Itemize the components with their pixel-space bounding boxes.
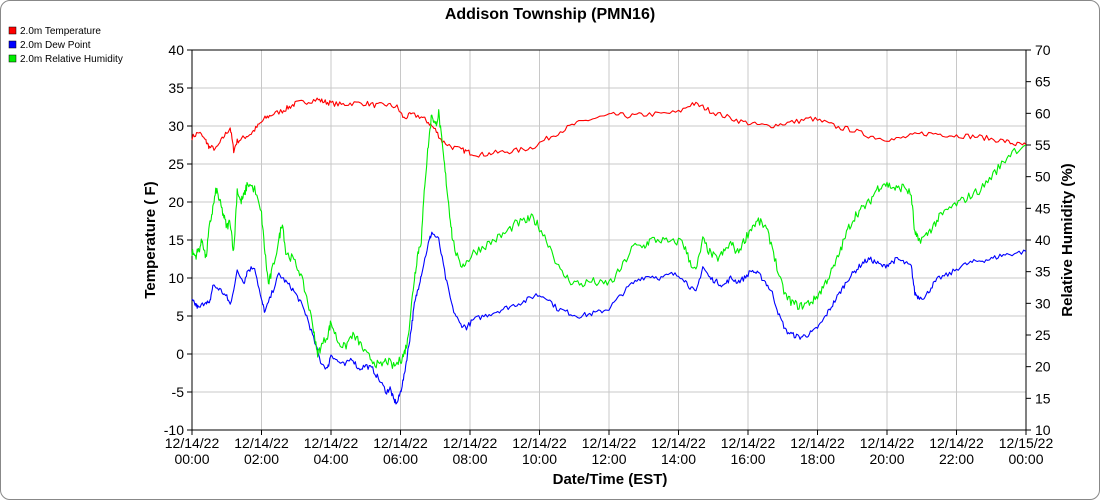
y2-tick-label: 35 bbox=[1035, 264, 1051, 280]
y-tick-label: 15 bbox=[168, 232, 184, 248]
series-line-2 bbox=[191, 109, 1027, 369]
y2-tick-label: 45 bbox=[1035, 200, 1051, 216]
x-tick-date: 12/14/22 bbox=[860, 435, 915, 451]
x-tick-time: 00:00 bbox=[174, 451, 209, 467]
legend-label: 2.0m Relative Humidity bbox=[20, 54, 123, 65]
y2-tick-label: 10 bbox=[1035, 422, 1051, 438]
y-tick-label: 0 bbox=[176, 346, 184, 362]
x-tick-time: 18:00 bbox=[800, 451, 835, 467]
y-tick-label: 5 bbox=[176, 308, 184, 324]
y2-tick-label: 40 bbox=[1035, 232, 1051, 248]
y2-tick-label: 50 bbox=[1035, 169, 1051, 185]
x-tick-time: 06:00 bbox=[383, 451, 418, 467]
x-tick-date: 12/14/22 bbox=[443, 435, 498, 451]
y-tick-label: -10 bbox=[164, 422, 184, 438]
y-tick-label: 25 bbox=[168, 156, 184, 172]
y-axis-label: Temperature ( F) bbox=[142, 181, 159, 298]
grid bbox=[191, 49, 1027, 431]
legend-label: 2.0m Temperature bbox=[20, 26, 101, 37]
x-tick-date: 12/15/22 bbox=[999, 435, 1054, 451]
y2-tick-label: 70 bbox=[1035, 42, 1051, 58]
y2-tick-label: 15 bbox=[1035, 390, 1051, 406]
x-tick-time: 08:00 bbox=[452, 451, 487, 467]
right-axis-ticks: 70 65 60 55 50 45 40 35 30 25 20 15 10 bbox=[1026, 42, 1051, 438]
chart-title: Addison Township (PMN16) bbox=[445, 6, 655, 23]
x-tick-date: 12/14/22 bbox=[651, 435, 706, 451]
x-tick-date: 12/14/22 bbox=[721, 435, 776, 451]
legend-label: 2.0m Dew Point bbox=[20, 40, 91, 51]
series-line-1 bbox=[191, 231, 1027, 405]
y2-tick-label: 55 bbox=[1035, 137, 1051, 153]
x-tick-time: 00:00 bbox=[1008, 451, 1043, 467]
series-line-0 bbox=[191, 97, 1027, 158]
x-tick-time: 20:00 bbox=[869, 451, 904, 467]
legend-swatch bbox=[8, 26, 17, 35]
x-tick-time: 16:00 bbox=[730, 451, 765, 467]
x-tick-time: 14:00 bbox=[661, 451, 696, 467]
y-tick-label: 40 bbox=[168, 42, 184, 58]
left-axis-ticks: 40 35 30 25 20 15 10 5 0 -5 -10 bbox=[164, 42, 192, 438]
y2-tick-label: 30 bbox=[1035, 295, 1051, 311]
y-tick-label: -5 bbox=[172, 384, 185, 400]
x-tick-date: 12/14/22 bbox=[373, 435, 428, 451]
x-tick-date: 12/14/22 bbox=[512, 435, 567, 451]
x-tick-date: 12/14/22 bbox=[234, 435, 289, 451]
x-tick-date: 12/14/22 bbox=[929, 435, 984, 451]
y-tick-label: 30 bbox=[168, 118, 184, 134]
legend: 2.0m Temperature 2.0m Dew Point 2.0m Relat… bbox=[8, 26, 123, 65]
legend-swatch bbox=[8, 54, 17, 63]
series-lines bbox=[191, 97, 1027, 405]
x-tick-time: 22:00 bbox=[939, 451, 974, 467]
x-tick-time: 10:00 bbox=[522, 451, 557, 467]
x-axis-ticks: 12/14/2200:0012/14/2202:0012/14/2204:001… bbox=[165, 430, 1054, 467]
y-tick-label: 20 bbox=[168, 194, 184, 210]
y-tick-label: 10 bbox=[168, 270, 184, 286]
x-tick-time: 04:00 bbox=[313, 451, 348, 467]
x-tick-date: 12/14/22 bbox=[582, 435, 637, 451]
x-tick-time: 02:00 bbox=[244, 451, 279, 467]
y2-tick-label: 65 bbox=[1035, 74, 1051, 90]
x-tick-date: 12/14/22 bbox=[790, 435, 845, 451]
x-tick-date: 12/14/22 bbox=[165, 435, 220, 451]
y2-tick-label: 60 bbox=[1035, 105, 1051, 121]
x-tick-time: 12:00 bbox=[591, 451, 626, 467]
y2-tick-label: 25 bbox=[1035, 327, 1051, 343]
x-tick-date: 12/14/22 bbox=[304, 435, 359, 451]
y2-axis-label: Relative Humidity (%) bbox=[1059, 163, 1076, 316]
y2-tick-label: 20 bbox=[1035, 359, 1051, 375]
y-tick-label: 35 bbox=[168, 80, 184, 96]
x-axis-label: Date/Time (EST) bbox=[553, 471, 668, 488]
legend-swatch bbox=[8, 40, 17, 49]
